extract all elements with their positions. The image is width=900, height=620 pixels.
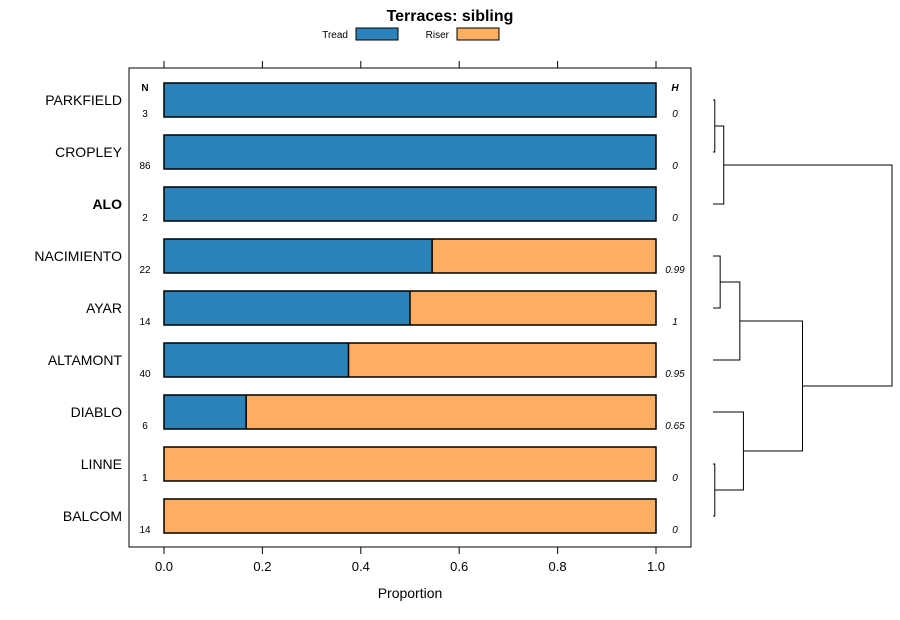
x-tick-label-1: 0.2 [253, 559, 271, 574]
h-value-cropley: 0 [672, 161, 678, 172]
dendrogram [713, 99, 893, 517]
bars [163, 82, 657, 534]
x-tick-label-0: 0.0 [155, 559, 173, 574]
chart-title: Terraces: sibling [387, 8, 514, 25]
n-value-balcom: 14 [139, 525, 151, 536]
legend-swatch-tread [355, 27, 399, 41]
n-value-alo: 2 [142, 213, 148, 224]
legend-swatch-riser [456, 27, 500, 41]
bar-riser-diablo [246, 395, 656, 429]
x-tick-label-3: 0.6 [450, 559, 468, 574]
bar-outline-nacimiento [163, 238, 657, 274]
bar-outline-cropley [163, 134, 657, 170]
h-header: H [671, 83, 679, 94]
h-value-balcom: 0 [672, 525, 678, 536]
x-axis: 0.0 0.2 0.4 0.6 0.8 1.0 [155, 61, 665, 574]
row-label-cropley: CROPLEY [55, 144, 123, 160]
bar-riser-linne [164, 447, 656, 481]
bar-outline-parkfield [163, 82, 657, 118]
n-value-nacimiento: 22 [139, 265, 151, 276]
bar-tread-ayar [164, 291, 410, 325]
bar-outline-balcom [163, 498, 657, 534]
h-value-nacimiento: 0.99 [665, 265, 685, 276]
h-value-alo: 0 [672, 213, 678, 224]
n-header: N [141, 83, 148, 94]
x-axis-title: Proportion [378, 585, 443, 601]
dendrogram-link-5 [713, 411, 744, 491]
bar-outline-ayar [163, 290, 657, 326]
h-value-parkfield: 0 [672, 109, 678, 120]
bar-tread-parkfield [164, 83, 656, 117]
h-value-diablo: 0.65 [665, 421, 685, 432]
row-label-alo: ALO [92, 196, 122, 212]
row-label-altamont: ALTAMONT [48, 352, 123, 368]
dendrogram-link-0 [713, 99, 716, 153]
dendrogram-link-3 [713, 281, 741, 361]
row-label-nacimiento: NACIMIENTO [34, 248, 122, 264]
bar-tread-diablo [164, 395, 247, 429]
bar-riser-altamont [348, 343, 656, 377]
row-label-diablo: DIABLO [71, 404, 122, 420]
bar-outline-linne [163, 446, 657, 482]
n-value-diablo: 6 [142, 421, 148, 432]
x-tick-label-5: 1.0 [647, 559, 665, 574]
dendrogram-link-6 [739, 320, 803, 452]
bar-tread-cropley [164, 135, 656, 169]
n-value-ayar: 14 [139, 317, 151, 328]
h-value-ayar: 1 [672, 317, 678, 328]
legend: Tread Riser [322, 27, 500, 41]
row-label-ayar: AYAR [86, 300, 122, 316]
bar-riser-ayar [410, 291, 656, 325]
dendrogram-link-7 [723, 164, 893, 387]
row-label-parkfield: PARKFIELD [45, 92, 122, 108]
x-tick-label-4: 0.8 [549, 559, 567, 574]
dendrogram-link-4 [713, 463, 716, 517]
n-value-linne: 1 [142, 473, 148, 484]
bar-outline-diablo [163, 394, 657, 430]
bar-outline-alo [163, 186, 657, 222]
legend-label-tread: Tread [322, 30, 348, 41]
row-labels: N H PARKFIELD 3 0 CROPLEY 86 0 ALO 2 0 NACIMIENTO 22… [34, 83, 685, 536]
n-value-cropley: 86 [139, 161, 151, 172]
bar-riser-balcom [164, 499, 656, 533]
bar-riser-nacimiento [432, 239, 656, 273]
plot-frame [128, 67, 692, 548]
row-label-balcom: BALCOM [63, 508, 122, 524]
bar-tread-alo [164, 187, 656, 221]
bar-tread-altamont [164, 343, 349, 377]
row-label-linne: LINNE [81, 456, 122, 472]
h-value-linne: 0 [672, 473, 678, 484]
n-value-parkfield: 3 [142, 109, 148, 120]
dendrogram-link-2 [713, 255, 721, 309]
bar-tread-nacimiento [164, 239, 433, 273]
n-value-altamont: 40 [139, 369, 151, 380]
x-tick-label-2: 0.4 [352, 559, 370, 574]
legend-label-riser: Riser [426, 30, 450, 41]
h-value-altamont: 0.95 [665, 369, 685, 380]
bar-outline-altamont [163, 342, 657, 378]
